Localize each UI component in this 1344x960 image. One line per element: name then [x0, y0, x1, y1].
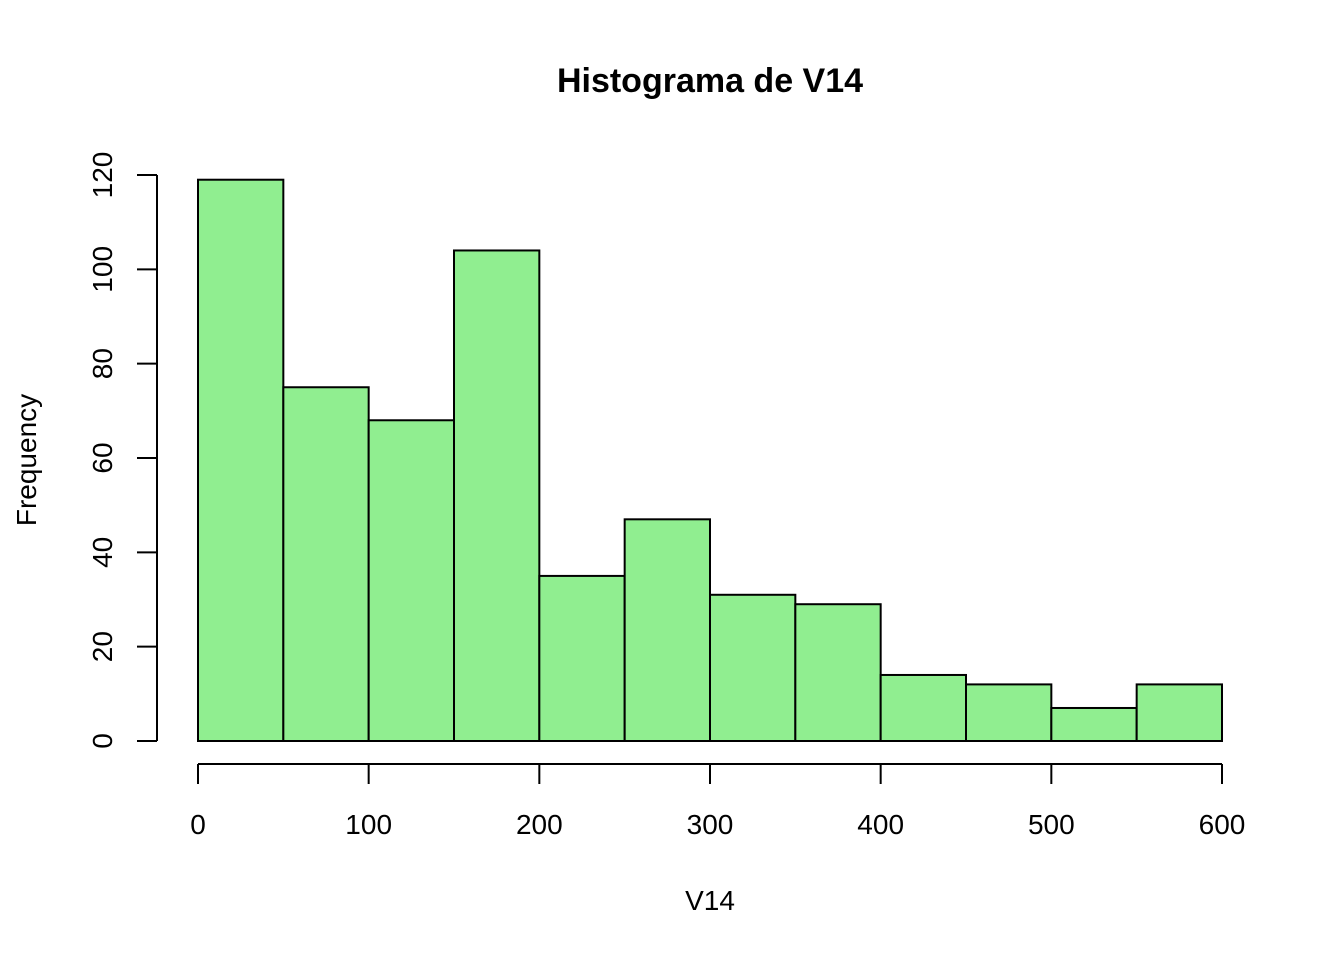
- histogram-bar-8: [879, 673, 968, 743]
- x-tick-label: 100: [345, 809, 392, 840]
- x-axis: 0 100 200 300 400 500 600: [190, 763, 1246, 840]
- y-tick-label: 100: [87, 246, 118, 293]
- y-tick-label: 60: [87, 442, 118, 473]
- x-tick-label: 0: [190, 809, 206, 840]
- chart-title: Histograma de V14: [557, 62, 863, 100]
- histogram-bar-0: [197, 178, 285, 742]
- y-axis: 0 20 40 60 80 100 120: [87, 152, 158, 749]
- histogram-bar-5: [623, 518, 712, 742]
- histogram-bar-4: [538, 574, 626, 743]
- histogram-bar-11: [1135, 683, 1223, 743]
- x-tick-label: 500: [1028, 809, 1075, 840]
- x-tick-label: 400: [857, 809, 904, 840]
- bars-group: [197, 178, 1223, 743]
- histogram-bar-9: [965, 683, 1053, 743]
- y-axis-label: Frequency: [11, 394, 42, 526]
- x-tick-label: 200: [516, 809, 563, 840]
- x-axis-label: V14: [685, 885, 735, 916]
- histogram-bar-7: [794, 603, 882, 743]
- y-tick-label: 20: [87, 631, 118, 662]
- x-tick-label: 300: [687, 809, 734, 840]
- y-tick-label: 120: [87, 152, 118, 199]
- histogram-bar-6: [709, 593, 797, 742]
- y-tick-label: 80: [87, 348, 118, 379]
- histogram-bar-1: [282, 386, 370, 742]
- histogram-bar-10: [1050, 706, 1138, 743]
- y-tick-label: 0: [87, 733, 118, 749]
- histogram-bar-2: [367, 419, 455, 742]
- y-tick-label: 40: [87, 537, 118, 568]
- histogram-bar-3: [453, 249, 541, 742]
- x-tick-label: 600: [1199, 809, 1246, 840]
